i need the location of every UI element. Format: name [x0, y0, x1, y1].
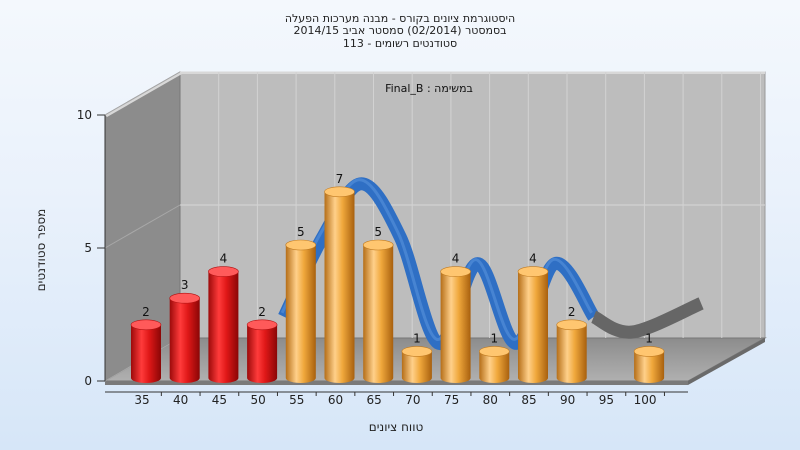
bar-body	[131, 324, 161, 383]
x-tick-label: 65	[367, 393, 382, 407]
bar-value-label: 1	[645, 331, 653, 345]
bar-cap	[169, 292, 200, 304]
chart-title-line-2: בסמסטר (02/2014) סמסטר אביב 2014/15	[293, 24, 507, 37]
bar-60: 7	[324, 172, 355, 383]
bar-body	[247, 324, 278, 383]
x-tick-label: 80	[483, 393, 498, 407]
y-axis-title: מספר סטודנטים	[34, 209, 48, 292]
bar-40: 3	[169, 278, 200, 383]
bar-cap	[401, 346, 433, 357]
x-axis-title: טווח ציונים	[369, 420, 424, 434]
chart-title-line-1: היסטוגרמת ציונים בקורס - מבנה מערכות הפע…	[284, 12, 516, 25]
bar-cap	[362, 239, 394, 251]
x-tick-label: 85	[521, 393, 536, 407]
bar-cap	[633, 346, 665, 357]
bar-55: 5	[285, 225, 317, 383]
bar-body	[363, 245, 394, 383]
floor-side-edge	[688, 338, 765, 385]
bar-cap	[556, 319, 588, 331]
y-tick-label: 0	[84, 374, 92, 388]
x-tick-label: 75	[444, 393, 459, 407]
bar-85: 4	[517, 252, 549, 383]
y-tick-label: 10	[77, 108, 92, 122]
bar-75: 4	[440, 252, 471, 383]
x-tick-label: 70	[405, 393, 420, 407]
bar-90: 2	[556, 305, 588, 383]
bar-cap	[478, 346, 510, 357]
x-tick-label: 55	[289, 393, 304, 407]
x-tick-label: 40	[173, 393, 188, 407]
bar-body	[440, 271, 471, 383]
bar-cap	[285, 239, 317, 251]
bar-value-label: 4	[452, 252, 460, 266]
bars: 2 3 4 2 5 7 5 1 4 1 4 2 1	[130, 172, 665, 383]
bar-cap	[517, 266, 549, 277]
bar-35: 2	[130, 305, 162, 383]
bar-body	[479, 351, 510, 383]
bar-value-label: 1	[413, 331, 421, 345]
bar-cap	[130, 319, 162, 331]
bar-50: 2	[246, 305, 278, 383]
x-tick-label: 50	[250, 393, 265, 407]
bar-100: 1	[633, 331, 665, 383]
chart-subtitle: Final_B : במשימה	[385, 82, 473, 95]
bar-cap	[440, 266, 471, 277]
floor-front-edge	[105, 381, 688, 385]
x-tick-label: 100	[634, 393, 657, 407]
x-tick-label: 60	[328, 393, 343, 407]
bar-value-label: 3	[181, 278, 189, 292]
bar-value-label: 1	[490, 331, 498, 345]
y-tick-label: 5	[84, 241, 92, 255]
x-tick-label: 90	[560, 393, 575, 407]
bar-65: 5	[362, 225, 394, 383]
curve-tail	[590, 297, 704, 339]
bar-value-label: 5	[374, 225, 382, 239]
bar-body	[518, 271, 548, 383]
grid-line-side	[104, 71, 181, 116]
bar-value-label: 7	[336, 172, 344, 186]
x-tick-label: 45	[212, 393, 227, 407]
bar-value-label: 5	[297, 225, 305, 239]
bar-value-label: 2	[258, 305, 266, 319]
bar-80: 1	[478, 331, 510, 383]
x-tick-label: 35	[134, 393, 149, 407]
grid-line-side	[104, 204, 181, 249]
bar-cap	[246, 319, 278, 331]
bar-body	[634, 351, 665, 383]
bar-70: 1	[401, 331, 433, 383]
bar-cap	[324, 186, 355, 198]
bar-45: 4	[208, 252, 239, 383]
chart-title-line-3: סטודנטים רשומים - 113	[342, 37, 458, 50]
bar-body	[285, 245, 316, 383]
bar-body	[169, 298, 200, 383]
bar-value-label: 2	[142, 305, 150, 319]
bar-body	[556, 324, 587, 383]
bar-body	[324, 191, 355, 383]
x-tick-label: 95	[599, 393, 614, 407]
bar-body	[401, 351, 432, 383]
bar-value-label: 2	[568, 305, 576, 319]
bar-cap	[208, 266, 239, 277]
bar-value-label: 4	[220, 252, 228, 266]
bar-value-label: 4	[529, 252, 537, 266]
bar-body	[208, 271, 239, 383]
